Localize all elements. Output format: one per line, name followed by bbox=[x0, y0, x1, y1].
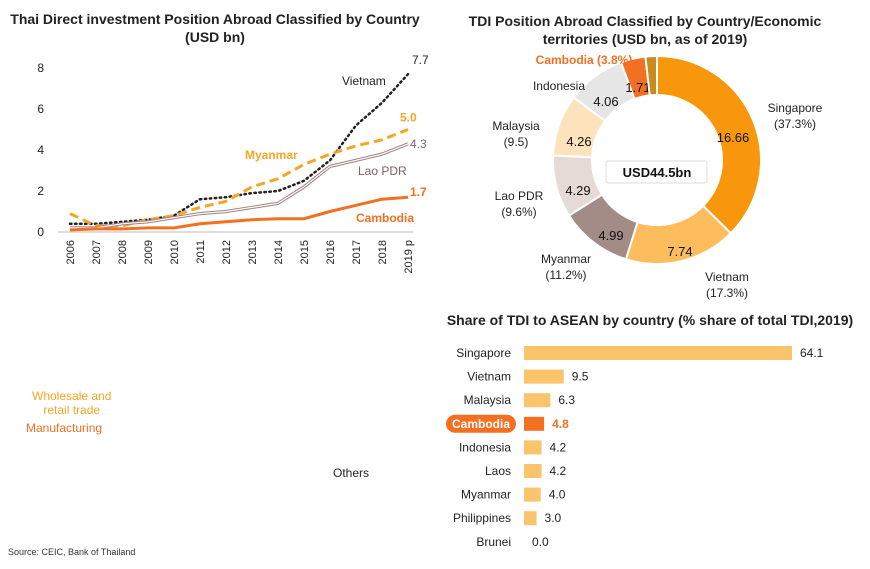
bar-vietnam bbox=[524, 369, 564, 384]
line-x-tick-label: 2010 bbox=[169, 240, 181, 264]
bar-myanmar bbox=[524, 487, 541, 502]
line-end-label: 7.7 bbox=[412, 53, 429, 67]
donut-center-label: USD44.5bn bbox=[623, 165, 692, 180]
source-note: Source: CEIC, Bank of Thailand bbox=[8, 547, 136, 557]
bar-singapore bbox=[524, 346, 792, 360]
line-x-tick-label: 2015 bbox=[299, 240, 311, 264]
line-y-tick-label: 2 bbox=[37, 184, 44, 198]
line-x-tick-label: 2016 bbox=[325, 240, 337, 264]
line-series-label: Vietnam bbox=[342, 74, 386, 88]
bar-value-label: 0.0 bbox=[532, 535, 549, 549]
line-x-tick-label: 2017 bbox=[351, 240, 363, 264]
donut-slice-singapore bbox=[656, 54, 762, 235]
bar-philippines bbox=[524, 511, 537, 526]
bar-category-label: Myanmar bbox=[461, 488, 511, 502]
bar-category-label: Laos bbox=[485, 464, 511, 478]
donut-category-label: (9.6%) bbox=[501, 205, 536, 219]
bar-value-label: 4.2 bbox=[550, 464, 567, 478]
donut-chart-title: TDI Position Abroad Classified by Countr… bbox=[460, 12, 830, 48]
wholesale-label: Wholesale and retail trade bbox=[32, 389, 112, 417]
donut-value-label: 4.99 bbox=[598, 228, 623, 243]
bar-malaysia bbox=[524, 393, 551, 408]
line-x-tick-label: 2018 bbox=[377, 240, 389, 264]
bar-value-label: 4.8 bbox=[552, 417, 569, 431]
donut-category-label: (17.3%) bbox=[706, 286, 748, 300]
bar-indonesia bbox=[524, 440, 542, 455]
donut-category-label: Indonesia bbox=[533, 79, 585, 93]
line-series-label: Cambodia bbox=[356, 211, 414, 225]
line-chart-title-text: Thai Direct investment Position Abroad C… bbox=[10, 11, 420, 45]
donut-category-label: Myanmar bbox=[541, 252, 591, 266]
donut-value-label: 4.29 bbox=[565, 183, 590, 198]
bar-value-label: 3.0 bbox=[545, 511, 562, 525]
others-label: Others bbox=[333, 466, 370, 480]
donut-value-label: 7.74 bbox=[667, 244, 692, 259]
bar-category-label: Malaysia bbox=[464, 393, 512, 407]
line-x-tick-label: 2007 bbox=[91, 240, 103, 264]
line-series-cambodia bbox=[69, 195, 409, 232]
bar-chart-title-text: Share of TDI to ASEAN by country (% shar… bbox=[446, 312, 854, 328]
manufacturing-label: Manufacturing bbox=[26, 421, 103, 435]
bar-category-label: Cambodia bbox=[452, 417, 510, 431]
line-series-label: Lao PDR bbox=[358, 164, 407, 178]
donut-value-label: 4.06 bbox=[593, 94, 618, 109]
donut-category-label: (9.5) bbox=[504, 135, 529, 149]
donut-value-label: 4.26 bbox=[566, 134, 591, 149]
line-x-tick-label: 2014 bbox=[273, 240, 285, 264]
bar-chart-title: Share of TDI to ASEAN by country (% shar… bbox=[440, 311, 860, 329]
line-y-tick-label: 8 bbox=[37, 61, 44, 75]
line-x-tick-label: 2011 bbox=[195, 240, 207, 264]
line-y-tick-label: 6 bbox=[37, 102, 44, 116]
bar-value-label: 64.1 bbox=[800, 346, 824, 360]
line-x-tick-label: 2012 bbox=[221, 240, 233, 264]
donut-value-label: 1.71 bbox=[625, 80, 650, 95]
bar-laos bbox=[524, 464, 542, 478]
donut-category-label: Vietnam bbox=[705, 270, 749, 284]
bar-category-label: Singapore bbox=[456, 346, 511, 360]
bar-value-label: 4.2 bbox=[550, 440, 567, 454]
donut-center-box bbox=[605, 160, 708, 184]
bar-value-label: 9.5 bbox=[572, 370, 589, 384]
donut-chart-title-text: TDI Position Abroad Classified by Countr… bbox=[468, 13, 822, 47]
donut-category-label: Lao PDR bbox=[495, 189, 544, 203]
donut-category-label: Malaysia bbox=[492, 119, 540, 133]
bar-category-label: Vietnam bbox=[467, 370, 511, 384]
line-series-vietnam bbox=[68, 72, 410, 226]
donut-category-label: (37.3%) bbox=[774, 117, 816, 131]
line-x-tick-label: 2009 bbox=[143, 240, 155, 264]
line-y-tick-label: 4 bbox=[37, 143, 44, 157]
donut-cambodia-callout: Cambodia (3.8%) bbox=[536, 53, 633, 67]
line-chart-title: Thai Direct investment Position Abroad C… bbox=[0, 10, 430, 46]
line-x-tick-label: 2006 bbox=[65, 240, 77, 264]
bar-value-label: 6.3 bbox=[558, 393, 575, 407]
bar-value-label: 4.0 bbox=[549, 488, 566, 502]
line-end-label: 1.7 bbox=[410, 185, 427, 199]
line-series-label: Myanmar bbox=[245, 148, 298, 162]
line-series-lao-inner bbox=[70, 143, 409, 229]
line-x-tick-label: 2019 p bbox=[403, 240, 415, 274]
bar-cambodia bbox=[524, 416, 545, 431]
line-x-tick-label: 2008 bbox=[117, 240, 129, 264]
line-y-tick-label: 0 bbox=[37, 225, 44, 239]
donut-category-label: (11.2%) bbox=[545, 268, 586, 282]
donut-category-label: Singapore bbox=[768, 101, 823, 115]
line-x-tick-label: 2013 bbox=[247, 240, 259, 264]
line-end-label: 5.0 bbox=[400, 111, 417, 125]
bar-highlight-pill bbox=[446, 414, 516, 433]
donut-slice-other bbox=[644, 54, 658, 97]
bar-category-label: Brunei bbox=[476, 535, 511, 549]
bar-category-label: Indonesia bbox=[459, 440, 511, 454]
bar-category-label: Philippines bbox=[453, 511, 511, 525]
donut-value-label: 16.66 bbox=[717, 130, 750, 145]
line-end-label: 4.3 bbox=[410, 137, 427, 151]
